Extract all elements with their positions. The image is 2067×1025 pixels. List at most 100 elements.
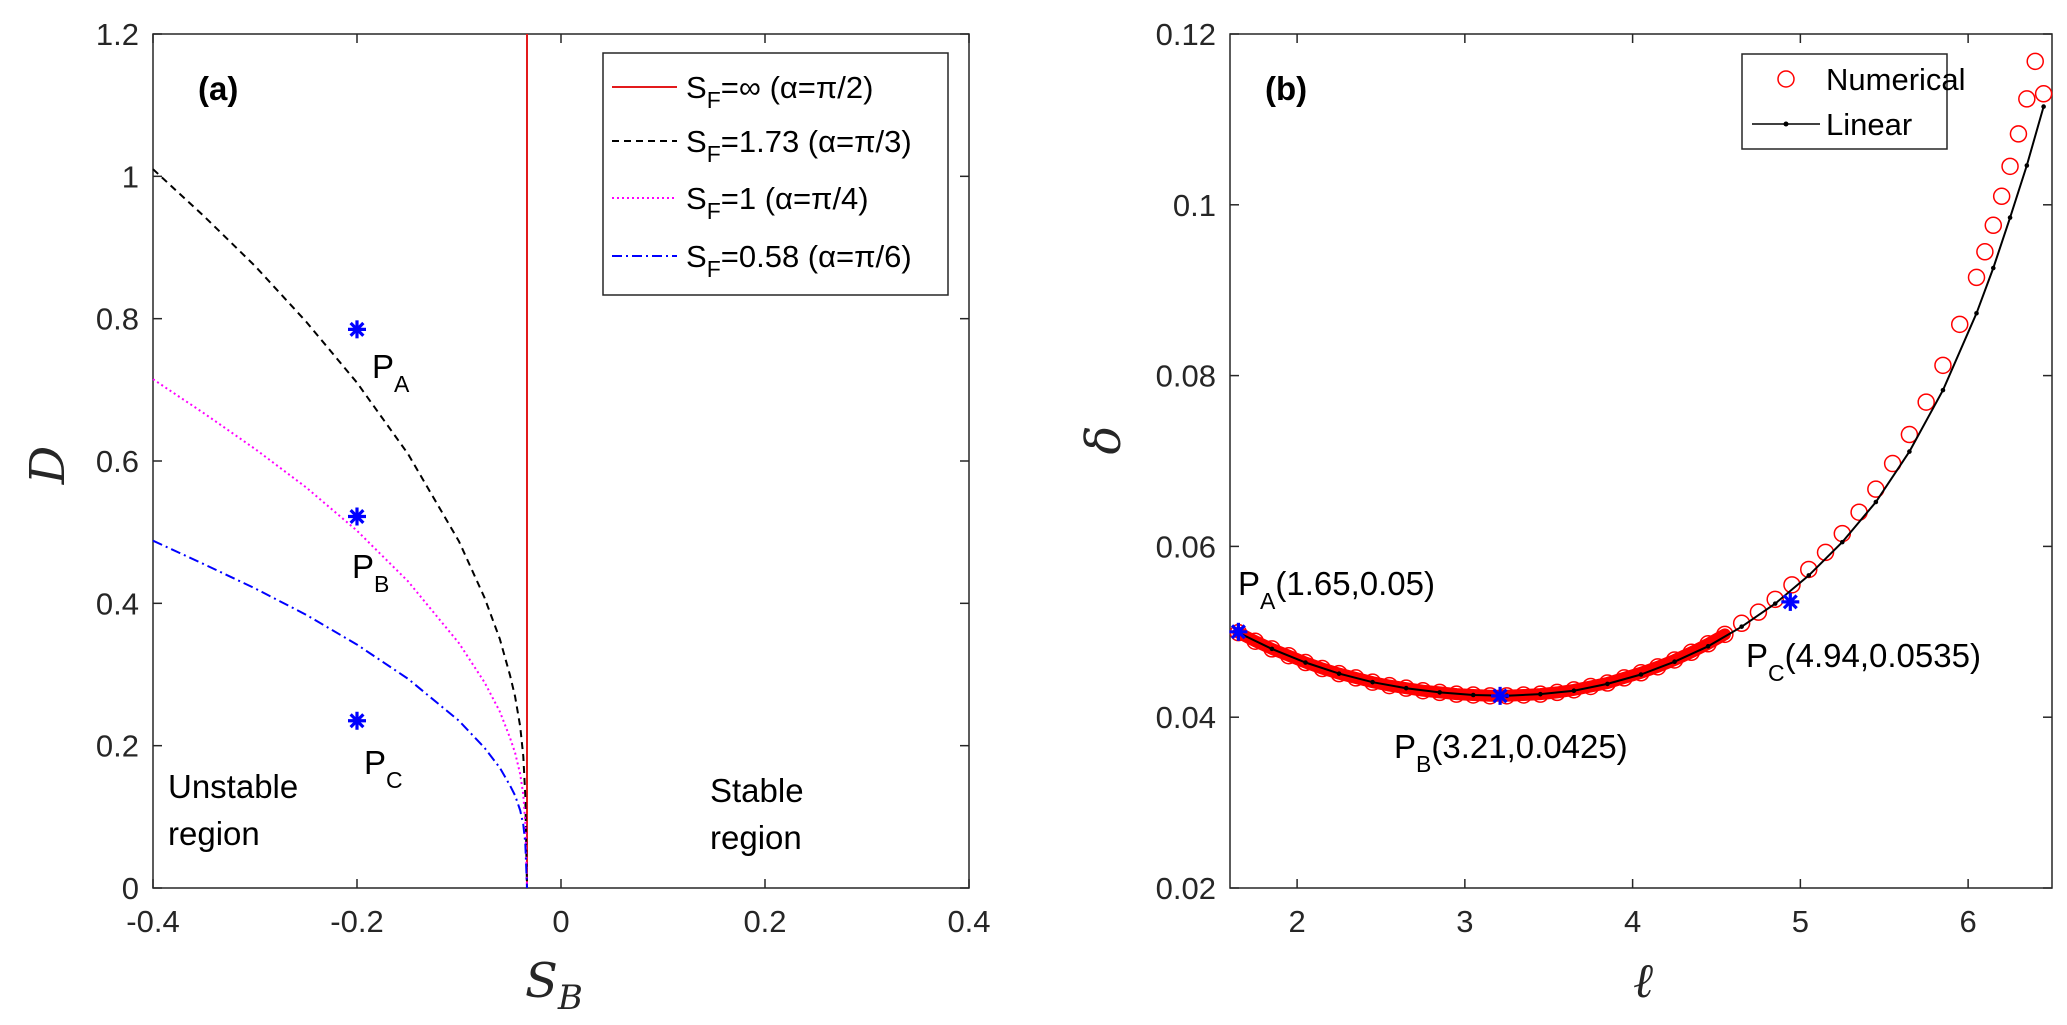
panel-a-points — [348, 320, 366, 730]
marker-c — [348, 711, 366, 730]
linear-marker — [2024, 163, 2030, 168]
linear-marker — [1907, 449, 1912, 454]
panel-b-ylabel: δ — [1076, 426, 1132, 455]
linear-marker — [1772, 601, 1778, 606]
panel-a-xtick-label: 0 — [552, 904, 569, 939]
numerical-marker — [1380, 676, 1399, 695]
linear-marker — [1974, 310, 1979, 316]
point-label-pc: PC — [364, 744, 403, 793]
numerical-marker — [1263, 640, 1281, 658]
numerical-marker — [1699, 635, 1717, 653]
linear-marker — [1638, 672, 1644, 677]
unstable-region-line-1: Unstable — [168, 768, 298, 805]
linear-marker — [1437, 690, 1442, 695]
numerical-marker — [1984, 216, 2003, 235]
panel-a-xlabel: SB — [525, 953, 583, 1018]
linear-marker — [1605, 681, 1610, 687]
numerical-marker — [1732, 614, 1751, 633]
point-label-pc-b: PC(4.94,0.0535) — [1746, 637, 1981, 686]
numerical-marker — [1766, 590, 1784, 609]
numerical-marker — [1665, 651, 1684, 669]
linear-marker — [2041, 104, 2046, 109]
numerical-marker — [2001, 157, 2019, 176]
numerical-marker — [1992, 187, 2011, 206]
series-line-2 — [152, 378, 528, 889]
panel-a-ytick-label: 0.4 — [96, 586, 139, 621]
panel-a-ytick-label: 0.2 — [96, 729, 139, 764]
numerical-marker — [1246, 632, 1264, 650]
legend-label-sf-1: SF=1 (α=π/4) — [686, 181, 869, 224]
stable-region-line-1: Stable — [710, 772, 804, 809]
legend-label-numerical: Numerical — [1826, 62, 1966, 97]
numerical-marker — [1330, 664, 1348, 683]
panel-a-xtick-label: -0.4 — [126, 904, 179, 939]
linear-marker — [1370, 679, 1375, 685]
linear-marker — [1873, 499, 1879, 505]
numerical-marker — [1950, 315, 1969, 334]
panel-a-ytick-label: 1 — [122, 159, 139, 194]
numerical-marker — [1279, 646, 1298, 665]
panel-a-ytick-label: 0 — [122, 871, 139, 906]
unstable-region-label: Unstable region — [168, 768, 307, 852]
numerical-marker — [2034, 85, 2053, 103]
linear-marker — [1739, 624, 1744, 629]
panel-b-axes-box — [1229, 33, 2053, 889]
numerical-marker — [2018, 90, 2036, 108]
linear-marker — [1269, 646, 1275, 652]
panel-a-legend: SF=∞ (α=π/2) SF=1.73 (α=π/3) SF=1 (α=π/4… — [602, 52, 949, 296]
panel-a-legend-box — [602, 52, 949, 296]
panel-b-ticks: 2 3 4 5 6 0.02 0.04 0.06 0.08 0.1 0.12 — [1156, 17, 2052, 939]
panel-a-ticks: -0.4 -0.2 0 0.2 0.4 0 0.2 0.4 0.6 0.8 1 1.2 — [96, 17, 991, 939]
panel-a-ytick-label: 0.8 — [96, 302, 139, 337]
numerical-marker — [1749, 603, 1768, 621]
panel-a-xtick-label: -0.2 — [330, 904, 383, 939]
numerical-marker — [1347, 669, 1365, 687]
panel-a-ytick-label: 1.2 — [96, 17, 139, 52]
linear-marker — [1303, 660, 1308, 665]
panel-a-xtick-label: 0.2 — [743, 904, 786, 939]
panel-b-ytick-label: 0.12 — [1156, 17, 1216, 52]
panel-b-ytick-label: 0.08 — [1156, 359, 1216, 394]
linear-marker — [1940, 387, 1946, 393]
linear-marker — [1705, 644, 1711, 649]
linear-marker — [1840, 539, 1845, 545]
numerical-marker — [2026, 52, 2044, 71]
numerical-marker — [1967, 268, 1986, 287]
marker-a — [348, 320, 366, 339]
numerical-marker — [1783, 576, 1801, 594]
panel-b-label: (b) — [1265, 70, 1307, 107]
linear-marker — [1403, 685, 1409, 691]
numerical-marker — [1934, 356, 1952, 375]
linear-marker — [1538, 691, 1543, 697]
linear-marker — [1806, 573, 1812, 578]
marker-b-c — [1781, 592, 1800, 611]
numerical-marker — [1397, 679, 1415, 697]
numerical-marker — [1632, 664, 1650, 682]
numerical-marker — [1716, 625, 1734, 644]
panel-b-points — [1229, 592, 1800, 705]
point-label-pa: PA — [372, 348, 410, 397]
numerical-marker — [1296, 653, 1315, 672]
numerical-marker — [2009, 125, 2028, 143]
marker-b-a — [1229, 622, 1248, 641]
panel-b-legend-box — [1741, 53, 1948, 150]
panel-b-xtick-label: 5 — [1792, 904, 1809, 939]
panel-a-ylabel: D — [20, 446, 76, 485]
marker-b-b — [1491, 686, 1510, 705]
panel-b-legend: Numerical Linear — [1741, 53, 1966, 150]
panel-b-series — [1229, 52, 2053, 705]
panel-a-series — [152, 34, 528, 889]
stable-region-line-2: region — [710, 819, 802, 856]
linear-marker — [1571, 688, 1577, 694]
numerical-marker — [1816, 543, 1835, 562]
numerical-marker — [1682, 643, 1701, 662]
legend-label-linear: Linear — [1826, 107, 1912, 142]
numerical-marker — [1313, 659, 1332, 678]
legend-swatch-linear-dot — [1783, 121, 1789, 127]
panel-b-ytick-label: 0.04 — [1156, 700, 1216, 735]
numerical-marker — [1900, 425, 1919, 444]
numerical-marker — [1363, 673, 1382, 691]
stable-region-label: Stable region — [710, 772, 813, 856]
panel-a-ytick-label: 0.6 — [96, 444, 139, 479]
